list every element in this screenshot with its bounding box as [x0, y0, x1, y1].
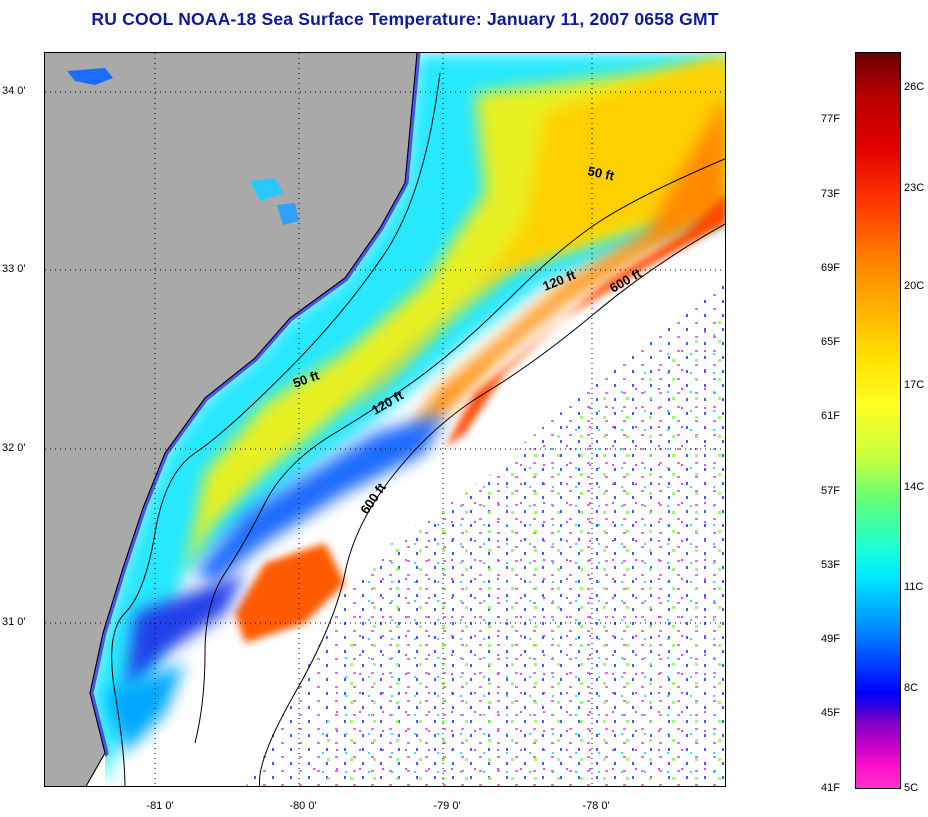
lat-label: 31 0' — [2, 616, 26, 628]
inland-water-2 — [250, 178, 283, 201]
isobath-50ft — [111, 72, 441, 786]
colorbar-fahrenheit-label: 73F — [821, 188, 840, 200]
colorbar-fahrenheit-label: 69F — [821, 262, 840, 274]
inland-water-3 — [277, 203, 299, 225]
contour-label: 50 ft — [586, 163, 616, 183]
colorbar-fahrenheit-label: 41F — [821, 782, 840, 794]
colorbar-fahrenheit-label: 53F — [821, 559, 840, 571]
colorbar-celsius-label: 23C — [904, 182, 925, 194]
isobaths — [111, 72, 725, 786]
colorbar-celsius-label: 17C — [904, 379, 925, 391]
colorbar-fahrenheit-label: 77F — [821, 113, 840, 125]
lat-label: 32 0' — [2, 442, 26, 454]
lon-label: -80 0' — [289, 800, 317, 812]
colorbar-celsius-label: 5C — [904, 782, 919, 794]
sst-map[interactable]: 50 ft 120 ft 600 ft 50 ft 120 ft 600 ft — [44, 52, 726, 787]
isobath-600ft — [258, 223, 725, 786]
colorbar-fahrenheit-label: 65F — [821, 336, 840, 348]
colorbar-fahrenheit-label: 49F — [821, 633, 840, 645]
land-area — [45, 53, 417, 786]
lon-label: -79 0' — [433, 800, 461, 812]
colorbar-celsius-label: 26C — [904, 81, 925, 93]
colorbar-celsius-label: 11C — [904, 581, 924, 593]
map-title: RU COOL NOAA-18 Sea Surface Temperature:… — [91, 9, 719, 29]
lon-label: -78 0' — [582, 800, 610, 812]
colorbar-fahrenheit-label: 45F — [821, 707, 840, 719]
colorbar-fahrenheit-label: 57F — [821, 485, 840, 497]
sst-map-image: 50 ft 120 ft 600 ft 50 ft 120 ft 600 ft — [45, 53, 725, 786]
colorbar-celsius-label: 20C — [904, 280, 925, 292]
lat-label: 34 0' — [2, 85, 26, 97]
coastline — [85, 53, 418, 786]
lat-label: 33 0' — [2, 263, 26, 275]
colorbar-celsius-label: 14C — [904, 481, 925, 493]
temperature-colorbar — [855, 52, 901, 789]
colorbar-celsius-label: 8C — [904, 682, 919, 694]
graticule — [45, 53, 725, 786]
colorbar-fahrenheit-label: 61F — [821, 410, 840, 422]
isobath-120ft — [194, 158, 725, 744]
inland-water — [67, 68, 113, 85]
lon-label: -81 0' — [146, 800, 174, 812]
